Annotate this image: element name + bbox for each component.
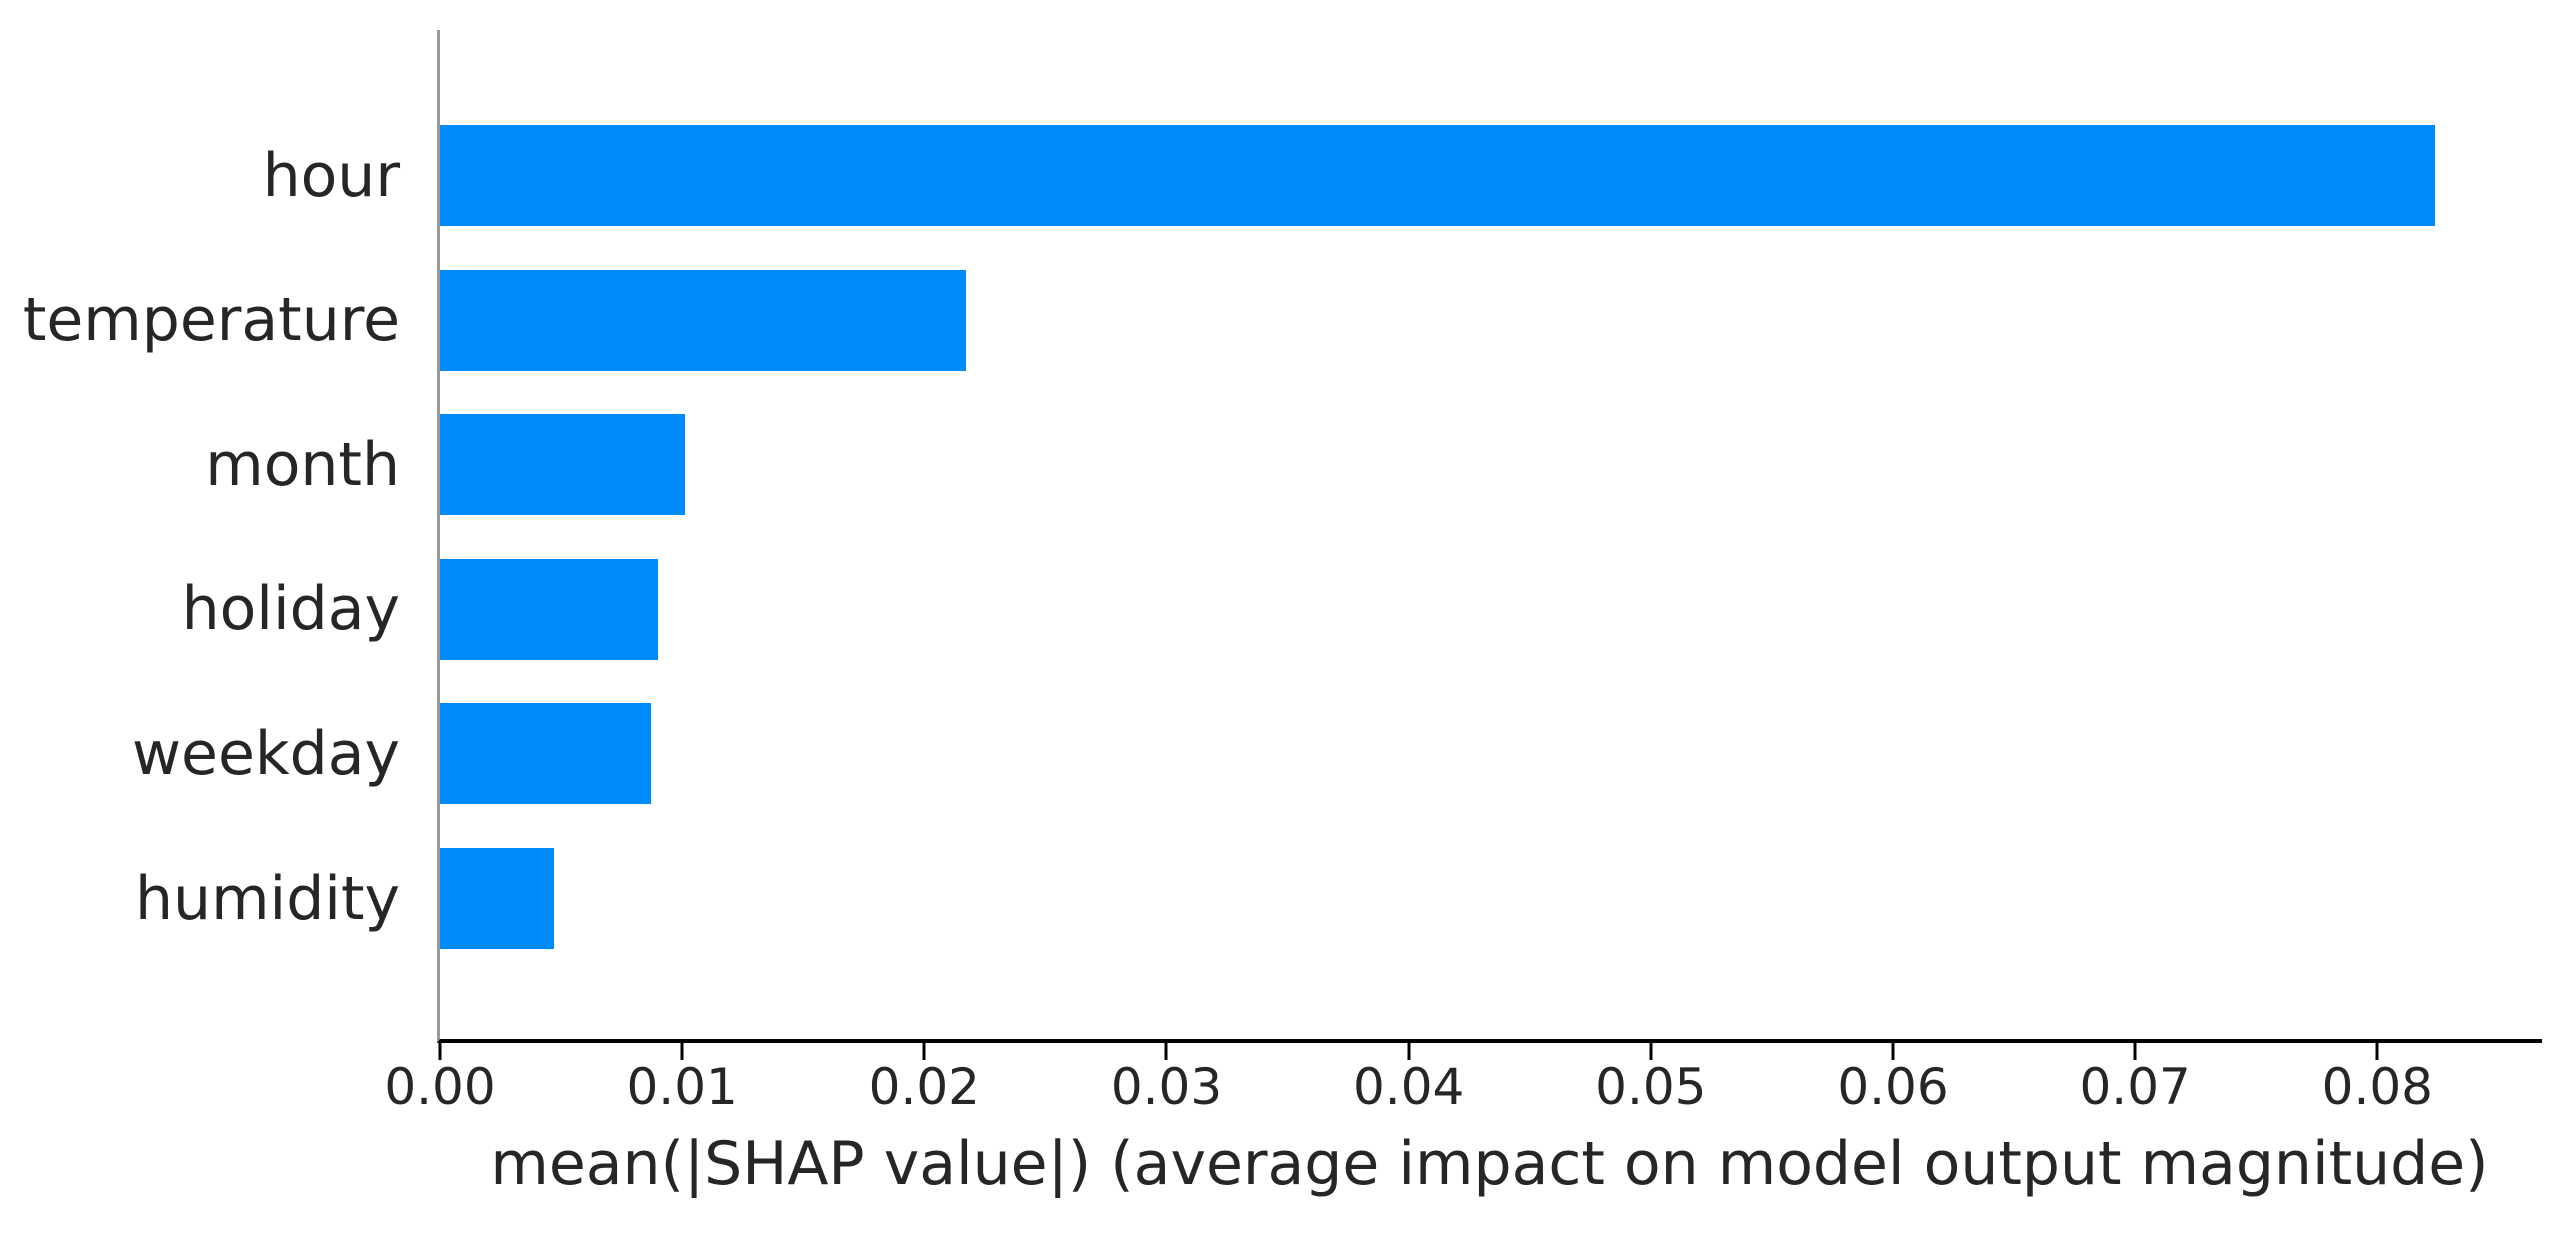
x-tick-mark: [438, 1043, 442, 1060]
y-tick-label-weekday: weekday: [131, 718, 400, 789]
x-tick-label: 0.02: [868, 1058, 980, 1116]
y-tick-label-holiday: holiday: [181, 574, 400, 645]
x-tick-label: 0.08: [2321, 1058, 2433, 1116]
x-tick-mark: [1164, 1043, 1168, 1060]
y-tick-label-hour: hour: [262, 140, 400, 211]
x-tick-mark: [1649, 1043, 1653, 1060]
plot-area: [437, 30, 2542, 1043]
x-tick-mark: [922, 1043, 926, 1060]
x-tick-label: 0.06: [1837, 1058, 1949, 1116]
x-tick-label: 0.07: [2079, 1058, 2191, 1116]
bar-holiday: [440, 558, 658, 660]
bar-hour: [440, 125, 2435, 226]
x-tick-label: 0.05: [1595, 1058, 1707, 1116]
x-tick-label: 0.03: [1110, 1058, 1223, 1116]
x-axis-title: mean(|SHAP value|) (average impact on mo…: [490, 1129, 2489, 1199]
x-tick-mark: [2133, 1043, 2137, 1060]
bar-weekday: [440, 703, 651, 805]
bar-month: [440, 414, 685, 516]
bar-temperature: [440, 269, 966, 371]
y-tick-label-humidity: humidity: [135, 863, 400, 934]
x-tick-mark: [1891, 1043, 1895, 1060]
x-tick-label: 0.04: [1352, 1058, 1465, 1116]
x-tick-label: 0.01: [626, 1058, 738, 1116]
x-tick-mark: [1407, 1043, 1411, 1060]
y-tick-label-temperature: temperature: [22, 285, 400, 356]
x-tick-label: 0.00: [384, 1058, 496, 1116]
y-tick-label-month: month: [205, 429, 400, 500]
bar-humidity: [440, 848, 554, 949]
x-tick-mark: [2375, 1043, 2379, 1060]
x-tick-mark: [680, 1043, 684, 1060]
